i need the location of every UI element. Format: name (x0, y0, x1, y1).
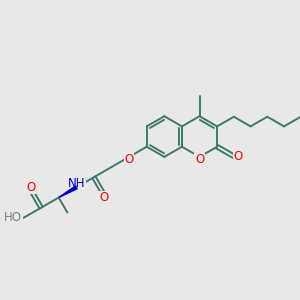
Text: O: O (99, 191, 109, 204)
Text: O: O (26, 181, 36, 194)
Text: O: O (124, 153, 134, 166)
Text: O: O (234, 150, 243, 164)
Text: NH: NH (68, 177, 85, 190)
Text: HO: HO (4, 212, 22, 224)
Polygon shape (59, 186, 77, 197)
Text: O: O (195, 153, 204, 167)
